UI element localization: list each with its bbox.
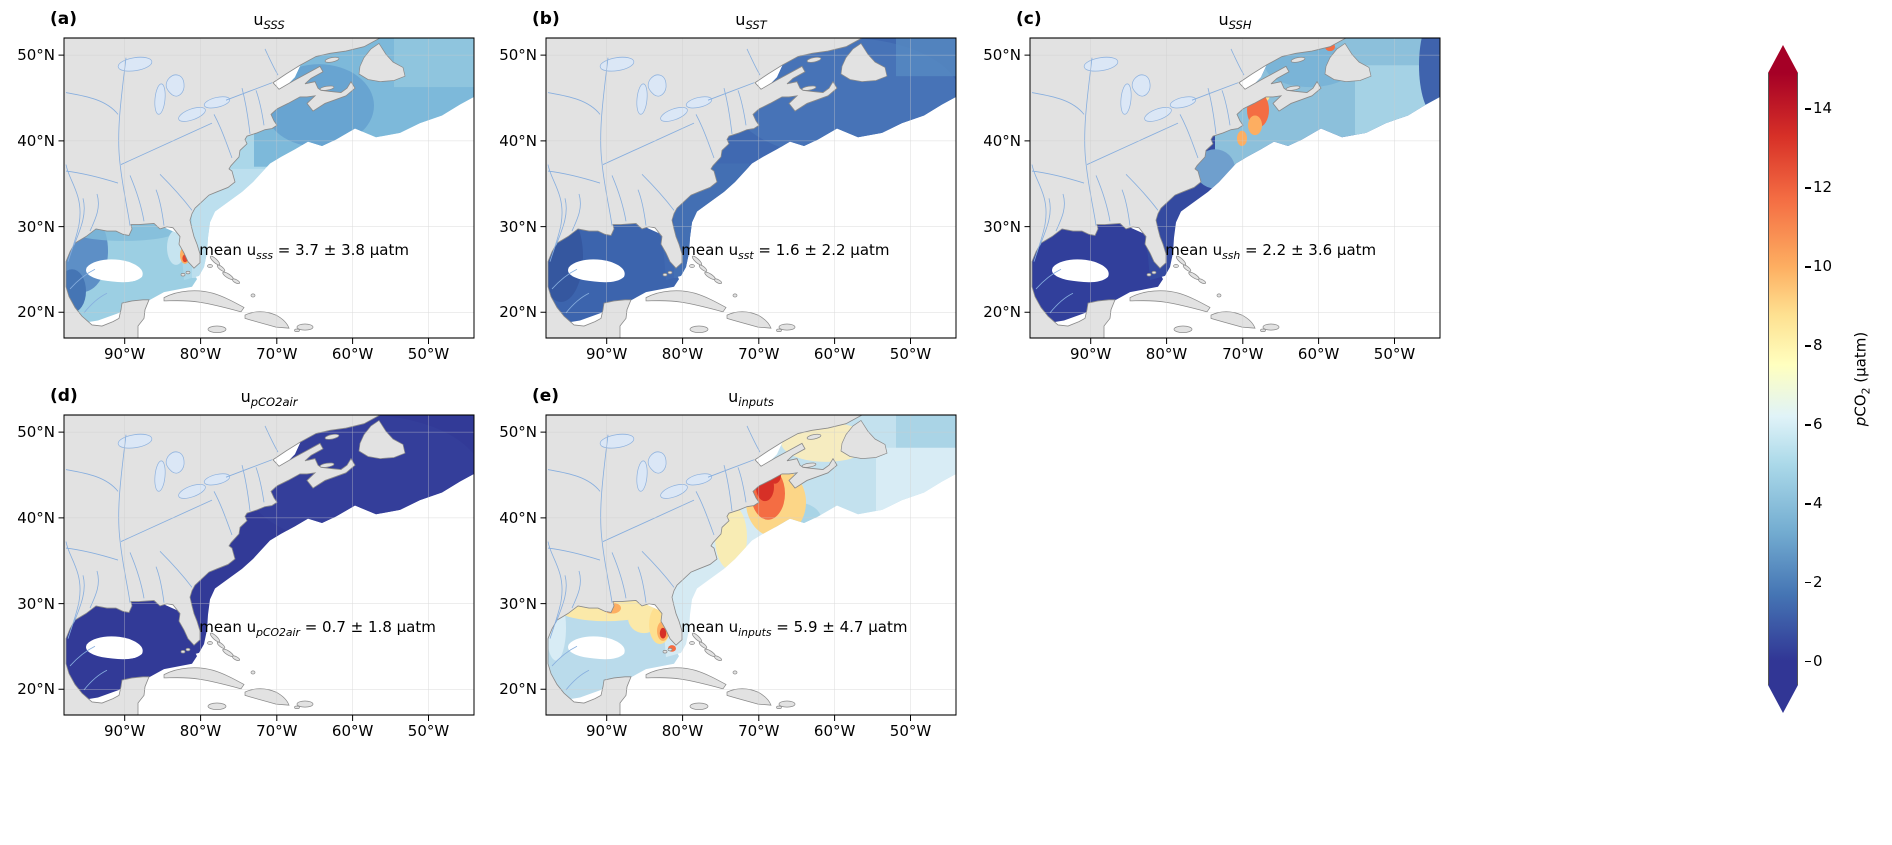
panel-letter: (c) (1016, 9, 1042, 29)
mean-annotation: mean usst = 1.6 ± 2.2 µatm (681, 240, 890, 262)
x-axis-ticks: 90°W 80°W 70°W 60°W 50°W (64, 715, 474, 741)
colorbar: 14 12 10 8 6 4 2 0 (1768, 45, 1832, 713)
x-tick-label: 90°W (103, 722, 146, 740)
y-tick-label: 50°N (17, 423, 55, 442)
x-axis-ticks: 90°W 80°W 70°W 60°W 50°W (1030, 338, 1440, 364)
y-tick-label: 30°N (499, 594, 537, 613)
y-tick-label: 40°N (499, 131, 537, 150)
colorbar-extend-up-arrow (1768, 45, 1798, 73)
panel-b: (b) uSST mean usst = 1.6 ± 2.2 µatm 90°W… (499, 9, 957, 363)
y-tick-label: 20°N (499, 680, 537, 699)
x-tick-label: 90°W (585, 345, 628, 363)
y-tick-label: 40°N (499, 508, 537, 527)
y-axis-ticks: 50°N 40°N 30°N 20°N (8, 415, 64, 715)
x-tick-label: 60°W (331, 722, 374, 740)
map-c (1023, 37, 1441, 345)
mean-annotation: mean usss = 3.7 ± 3.8 µatm (199, 240, 409, 262)
colorbar-tick-label: 4 (1805, 494, 1823, 512)
x-axis-ticks: 90°W 80°W 70°W 60°W 50°W (64, 338, 474, 364)
x-tick-label: 60°W (813, 345, 856, 363)
x-tick-label: 60°W (1297, 345, 1340, 363)
y-tick-label: 20°N (17, 680, 55, 699)
colorbar-extend-down-arrow (1768, 685, 1798, 713)
x-tick-label: 70°W (738, 722, 780, 740)
x-tick-label: 60°W (813, 722, 856, 740)
colorbar-tick-label: 2 (1805, 573, 1823, 591)
colorbar-tick-label: 0 (1805, 652, 1823, 670)
x-tick-label: 50°W (889, 722, 932, 740)
panel-letter: (e) (532, 386, 560, 406)
x-tick-label: 80°W (1145, 345, 1188, 363)
x-tick-label: 90°W (585, 722, 628, 740)
panel-c: (c) uSSH (983, 9, 1441, 363)
x-tick-label: 70°W (256, 722, 298, 740)
y-axis-ticks: 50°N 40°N 30°N 20°N (490, 38, 546, 338)
y-tick-label: 30°N (983, 217, 1021, 236)
x-tick-label: 80°W (179, 722, 222, 740)
y-tick-label: 20°N (499, 303, 537, 322)
panel-a: (a) uSSS (17, 9, 475, 363)
y-tick-label: 30°N (17, 594, 55, 613)
mean-annotation: mean upCO2air = 0.7 ± 1.8 µatm (199, 617, 436, 639)
map-d (57, 414, 475, 722)
mean-annotation: mean ussh = 2.2 ± 3.6 µatm (1165, 240, 1377, 262)
x-tick-label: 80°W (661, 345, 704, 363)
colorbar-gradient: 14 12 10 8 6 4 2 0 (1768, 73, 1832, 685)
panel-title: uSSS (253, 10, 285, 33)
x-tick-label: 60°W (331, 345, 374, 363)
map-e (539, 414, 957, 722)
y-tick-label: 50°N (499, 46, 537, 65)
y-tick-label: 50°N (983, 46, 1021, 65)
y-tick-label: 40°N (983, 131, 1021, 150)
y-axis-ticks: 50°N 40°N 30°N 20°N (490, 415, 546, 715)
colorbar-tick-label: 10 (1805, 257, 1832, 275)
panel-title: uinputs (728, 387, 774, 410)
x-tick-label: 70°W (1222, 345, 1264, 363)
y-tick-label: 40°N (17, 131, 55, 150)
x-axis-ticks: 90°W 80°W 70°W 60°W 50°W (546, 715, 956, 741)
x-tick-label: 90°W (1069, 345, 1112, 363)
panel-title: upCO2air (240, 387, 298, 410)
colorbar-tick-label: 6 (1805, 415, 1823, 433)
panel-letter: (d) (50, 386, 78, 406)
y-tick-label: 20°N (983, 303, 1021, 322)
colorbar-tick-label: 12 (1805, 178, 1832, 196)
colorbar-tick-label: 14 (1805, 99, 1832, 117)
panel-d: (d) upCO2air mean upCO2air = 0.7 ± 1.8 µ… (17, 386, 475, 740)
y-tick-label: 30°N (17, 217, 55, 236)
map-a (57, 37, 475, 345)
colorbar-tick-label: 8 (1805, 336, 1823, 354)
y-tick-label: 20°N (17, 303, 55, 322)
x-tick-label: 50°W (889, 345, 932, 363)
x-tick-label: 80°W (179, 345, 222, 363)
colorbar-ticks: 14 12 10 8 6 4 2 0 (1805, 73, 1845, 685)
x-tick-label: 80°W (661, 722, 704, 740)
y-tick-label: 50°N (17, 46, 55, 65)
x-tick-label: 50°W (407, 722, 450, 740)
y-tick-label: 30°N (499, 217, 537, 236)
panel-title: uSSH (1218, 10, 1252, 33)
panel-letter: (a) (50, 9, 78, 29)
y-axis-ticks: 50°N 40°N 30°N 20°N (974, 38, 1030, 338)
x-tick-label: 70°W (256, 345, 298, 363)
y-tick-label: 40°N (17, 508, 55, 527)
x-tick-label: 50°W (1373, 345, 1416, 363)
panel-title: uSST (735, 10, 767, 33)
x-tick-label: 50°W (407, 345, 450, 363)
y-axis-ticks: 50°N 40°N 30°N 20°N (8, 38, 64, 338)
y-tick-label: 50°N (499, 423, 537, 442)
map-b (539, 37, 957, 345)
mean-annotation: mean uinputs = 5.9 ± 4.7 µatm (681, 617, 908, 639)
x-axis-ticks: 90°W 80°W 70°W 60°W 50°W (546, 338, 956, 364)
panel-e: (e) uinputs (499, 386, 957, 740)
panel-letter: (b) (532, 9, 560, 29)
x-tick-label: 70°W (738, 345, 780, 363)
x-tick-label: 90°W (103, 345, 146, 363)
colorbar-axis-label: pCO2 (µatm) (1851, 331, 1873, 427)
